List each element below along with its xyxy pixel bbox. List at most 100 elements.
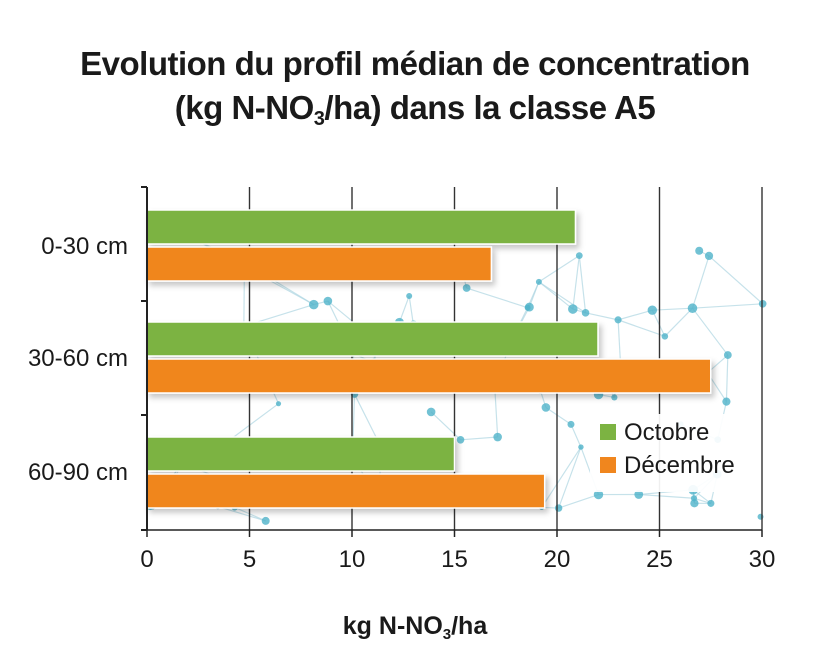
title-line-2-pre: (kg N-NO bbox=[174, 89, 315, 126]
x-tick-label: 0 bbox=[140, 546, 153, 573]
network-node bbox=[723, 351, 732, 359]
network-node bbox=[661, 333, 669, 340]
network-link bbox=[430, 411, 461, 441]
network-link bbox=[617, 309, 653, 321]
network-node bbox=[462, 284, 471, 292]
bar-octobre-0 bbox=[146, 209, 577, 245]
network-node bbox=[406, 292, 413, 299]
network-link bbox=[692, 307, 729, 356]
x-axis-label-pre: kg N-NO bbox=[342, 612, 443, 640]
x-tick-label: 30 bbox=[749, 546, 776, 573]
network-node bbox=[634, 490, 644, 499]
network-node bbox=[493, 432, 502, 442]
x-tick-label: 5 bbox=[243, 546, 256, 573]
bar-dcembre-1 bbox=[146, 358, 712, 394]
title-line-1: Evolution du profil médian de concentrat… bbox=[80, 45, 750, 82]
legend-label: Décembre bbox=[624, 452, 735, 479]
network-link bbox=[585, 312, 619, 321]
network-link bbox=[578, 255, 587, 313]
network-node bbox=[456, 436, 465, 444]
network-node bbox=[690, 499, 699, 508]
network-node bbox=[426, 407, 436, 417]
network-node bbox=[611, 394, 618, 401]
network-node bbox=[524, 302, 534, 312]
network-link bbox=[494, 387, 499, 438]
network-node bbox=[275, 401, 282, 407]
network-link bbox=[691, 255, 710, 309]
x-tick-labels: 0 5 10 15 20 25 30 bbox=[140, 546, 775, 573]
network-link bbox=[558, 494, 599, 509]
network-link bbox=[558, 446, 582, 509]
network-link bbox=[652, 307, 693, 311]
network-node bbox=[261, 516, 270, 525]
network-node bbox=[323, 296, 333, 306]
network-node bbox=[578, 444, 584, 450]
network-link bbox=[638, 493, 695, 499]
network-link bbox=[538, 281, 574, 310]
network-node bbox=[647, 305, 658, 315]
network-link bbox=[528, 281, 540, 308]
title-line-2-post: /ha) dans la classe A5 bbox=[324, 89, 656, 126]
network-node bbox=[581, 309, 590, 317]
axes bbox=[141, 186, 763, 537]
legend-swatch bbox=[600, 457, 616, 473]
network-node bbox=[707, 499, 715, 507]
network-link bbox=[725, 355, 729, 402]
network-link bbox=[538, 255, 580, 283]
network-node bbox=[722, 397, 731, 406]
network-node bbox=[554, 504, 563, 512]
network-link bbox=[466, 287, 528, 309]
network-link bbox=[617, 319, 622, 362]
network-link bbox=[651, 309, 666, 337]
network-node bbox=[567, 420, 575, 428]
network-link bbox=[460, 436, 498, 441]
network-link bbox=[692, 303, 763, 309]
x-axis-label-subscript: 3 bbox=[442, 626, 452, 643]
network-link bbox=[217, 505, 266, 522]
bar-octobre-1 bbox=[146, 321, 599, 357]
network-link bbox=[538, 281, 586, 314]
network-node bbox=[593, 489, 604, 500]
network-link bbox=[545, 406, 572, 425]
x-tick-label: 25 bbox=[646, 546, 673, 573]
x-tick-label: 20 bbox=[544, 546, 571, 573]
legend-box bbox=[590, 414, 752, 492]
network-node bbox=[575, 252, 583, 260]
network-link bbox=[617, 319, 666, 337]
network-node bbox=[687, 303, 698, 313]
network-link bbox=[570, 424, 582, 448]
network-link bbox=[234, 506, 266, 522]
network-link bbox=[230, 403, 279, 440]
y-tick-labels: 0-30 cm 30-60 cm 60-90 cm bbox=[28, 233, 128, 486]
network-link bbox=[664, 307, 693, 337]
bar-dcembre-2 bbox=[146, 473, 546, 509]
network-node bbox=[309, 299, 319, 310]
bars bbox=[146, 209, 712, 509]
legend: Octobre Décembre bbox=[590, 414, 752, 492]
network-node bbox=[568, 304, 578, 314]
legend-label: Octobre bbox=[624, 419, 709, 446]
network-link bbox=[572, 255, 580, 310]
y-tick-label: 0-30 cm bbox=[41, 233, 128, 260]
network-node bbox=[695, 246, 704, 255]
x-tick-label: 10 bbox=[339, 546, 366, 573]
network-link bbox=[398, 295, 410, 323]
network-node bbox=[614, 316, 622, 324]
title-subscript: 3 bbox=[313, 108, 325, 130]
x-axis-label-post: /ha bbox=[451, 612, 488, 640]
bar-dcembre-0 bbox=[146, 246, 493, 282]
network-node bbox=[704, 251, 714, 261]
bar-octobre-2 bbox=[146, 436, 456, 472]
chart-title: Evolution du profil médian de concentrat… bbox=[0, 42, 830, 130]
network-node bbox=[541, 403, 551, 412]
title-line-2: (kg N-NO3/ha) dans la classe A5 bbox=[0, 86, 830, 130]
y-tick-label: 30-60 cm bbox=[28, 345, 128, 372]
y-tick-label: 60-90 cm bbox=[28, 459, 128, 486]
network-node bbox=[535, 278, 542, 285]
x-axis-label: kg N-NO3/ha bbox=[0, 612, 830, 643]
x-tick-label: 15 bbox=[441, 546, 468, 573]
network-link bbox=[541, 446, 582, 508]
network-link bbox=[708, 255, 764, 305]
legend-swatch bbox=[600, 424, 616, 440]
